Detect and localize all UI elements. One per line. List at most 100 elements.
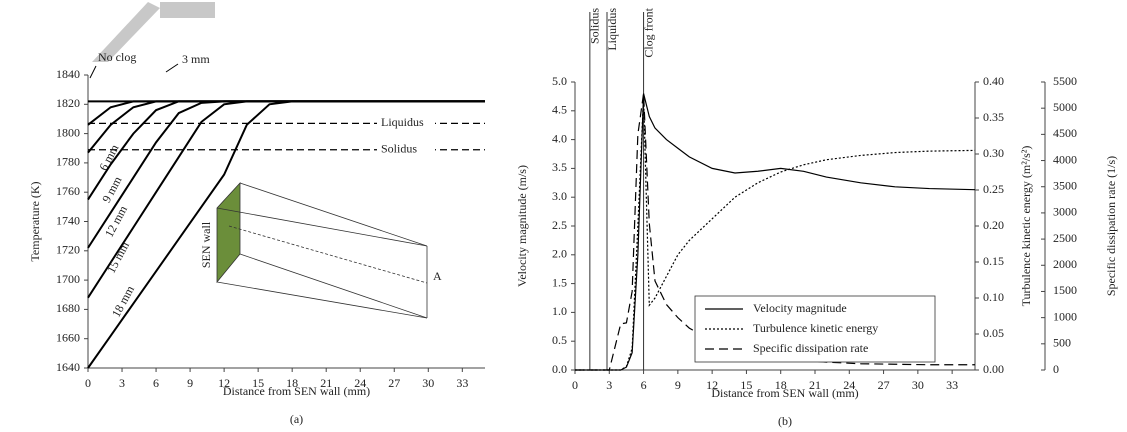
- y-tick-label: 0.5: [552, 333, 567, 347]
- x-tick-label: 21: [320, 376, 332, 390]
- y3-tick-label: 500: [1053, 336, 1071, 350]
- y-tick-label: 3.0: [552, 189, 567, 203]
- x-tick-label: 0: [85, 376, 91, 390]
- label-bg: [377, 115, 435, 132]
- legend-label: Specific dissipation rate: [753, 341, 868, 355]
- caption: (a): [290, 412, 303, 426]
- y3-tick-label: 2500: [1053, 231, 1077, 245]
- y3-tick-label: 3500: [1053, 178, 1077, 192]
- inset-edge: [239, 253, 428, 319]
- y2-tick-label: 0.20: [983, 218, 1004, 232]
- y-tick-label: 1660: [56, 330, 80, 344]
- y-tick-label: 1840: [56, 67, 80, 81]
- marker-label: Liquidus: [605, 8, 619, 51]
- x-tick-label: 27: [388, 376, 400, 390]
- watermark: [92, 2, 215, 62]
- y-tick-label: 0.0: [552, 362, 567, 376]
- x-tick-label: 21: [809, 378, 821, 392]
- series-label: 18 mm: [109, 283, 137, 320]
- series-line: [575, 93, 976, 371]
- x-tick-label: 30: [422, 376, 434, 390]
- legend-label: Turbulence kinetic energy: [753, 321, 878, 335]
- x-axis-title: Distance from SEN wall (mm): [223, 384, 370, 398]
- y3-tick-label: 4000: [1053, 152, 1077, 166]
- caption: (b): [778, 414, 792, 428]
- inset: [216, 181, 428, 319]
- y2-tick-label: 0.05: [983, 326, 1004, 340]
- inset-centerline: [228, 225, 428, 284]
- x-tick-label: 9: [187, 376, 193, 390]
- x-tick-label: 18: [775, 378, 787, 392]
- sen-wall-face: [216, 181, 241, 284]
- y-tick-label: 5.0: [552, 74, 567, 88]
- y3-tick-label: 1500: [1053, 283, 1077, 297]
- legend-label: Velocity magnitude: [753, 301, 847, 315]
- x-tick-label: 18: [286, 376, 298, 390]
- y-tick-label: 4.5: [552, 103, 567, 117]
- y-tick-label: 1760: [56, 184, 80, 198]
- y-tick-label: 1800: [56, 125, 80, 139]
- watermark-bar: [160, 2, 215, 18]
- y-tick-label: 1700: [56, 272, 80, 286]
- series-label: No clog: [98, 50, 136, 64]
- marker-label: Clog front: [641, 7, 655, 57]
- y-tick-label: 3.5: [552, 160, 567, 174]
- x-tick-label: 30: [912, 378, 924, 392]
- y3-tick-label: 1000: [1053, 309, 1077, 323]
- x-tick-label: 33: [946, 378, 958, 392]
- series-label: 15 mm: [104, 239, 132, 276]
- reference-label: Solidus: [381, 141, 417, 155]
- series-label: 3 mm: [182, 52, 210, 66]
- y-tick-label: 4.0: [552, 131, 567, 145]
- inset-wall-label: SEN wall: [199, 221, 213, 268]
- x-tick-label: 12: [706, 378, 718, 392]
- y2-tick-label: 0.35: [983, 110, 1004, 124]
- x-tick-label: 15: [740, 378, 752, 392]
- arrow: [165, 63, 179, 73]
- reference-label: Liquidus: [381, 115, 424, 129]
- inset-point-label: A: [433, 269, 442, 283]
- y3-tick-label: 0: [1053, 362, 1059, 376]
- x-tick-label: 9: [675, 378, 681, 392]
- arrow: [89, 65, 97, 79]
- series-line: [87, 100, 485, 369]
- marker-label: Solidus: [588, 8, 602, 44]
- y3-tick-label: 5500: [1053, 74, 1077, 88]
- y-tick-label: 1640: [56, 360, 80, 374]
- y-tick-label: 1780: [56, 155, 80, 169]
- y-axis-title: Velocity magnitude (m/s): [515, 165, 529, 287]
- y-tick-label: 2.0: [552, 247, 567, 261]
- label-bg: [377, 141, 435, 158]
- x-tick-label: 0: [572, 378, 578, 392]
- x-tick-label: 6: [153, 376, 159, 390]
- y-tick-label: 1680: [56, 301, 80, 315]
- y2-tick-label: 0.00: [983, 362, 1004, 376]
- y-tick-label: 1740: [56, 213, 80, 227]
- x-tick-label: 3: [606, 378, 612, 392]
- x-tick-label: 24: [354, 376, 366, 390]
- y2-tick-label: 0.25: [983, 182, 1004, 196]
- inset-edge: [216, 207, 428, 247]
- y3-tick-label: 2000: [1053, 257, 1077, 271]
- y-tick-label: 1720: [56, 243, 80, 257]
- x-tick-label: 6: [641, 378, 647, 392]
- y2-tick-label: 0.15: [983, 254, 1004, 268]
- y2-tick-label: 0.10: [983, 290, 1004, 304]
- series-line: [575, 93, 975, 371]
- y3-tick-label: 5000: [1053, 100, 1077, 114]
- y3-axis-title: Specific dissipation rate (1/s): [1104, 156, 1118, 296]
- y2-tick-label: 0.40: [983, 74, 1004, 88]
- y2-axis-title: Turbulence kinetic energy (m²/s²): [1019, 146, 1033, 307]
- x-tick-label: 15: [252, 376, 264, 390]
- y-tick-label: 1.5: [552, 275, 567, 289]
- x-tick-label: 3: [119, 376, 125, 390]
- series-label: 9 mm: [99, 173, 125, 205]
- x-tick-label: 24: [843, 378, 855, 392]
- watermark-stroke: [92, 2, 160, 62]
- inset-edge: [239, 182, 428, 247]
- y-tick-label: 2.5: [552, 218, 567, 232]
- y3-tick-label: 3000: [1053, 205, 1077, 219]
- y-axis-title: Temperature (K): [28, 181, 42, 261]
- y-tick-label: 1820: [56, 96, 80, 110]
